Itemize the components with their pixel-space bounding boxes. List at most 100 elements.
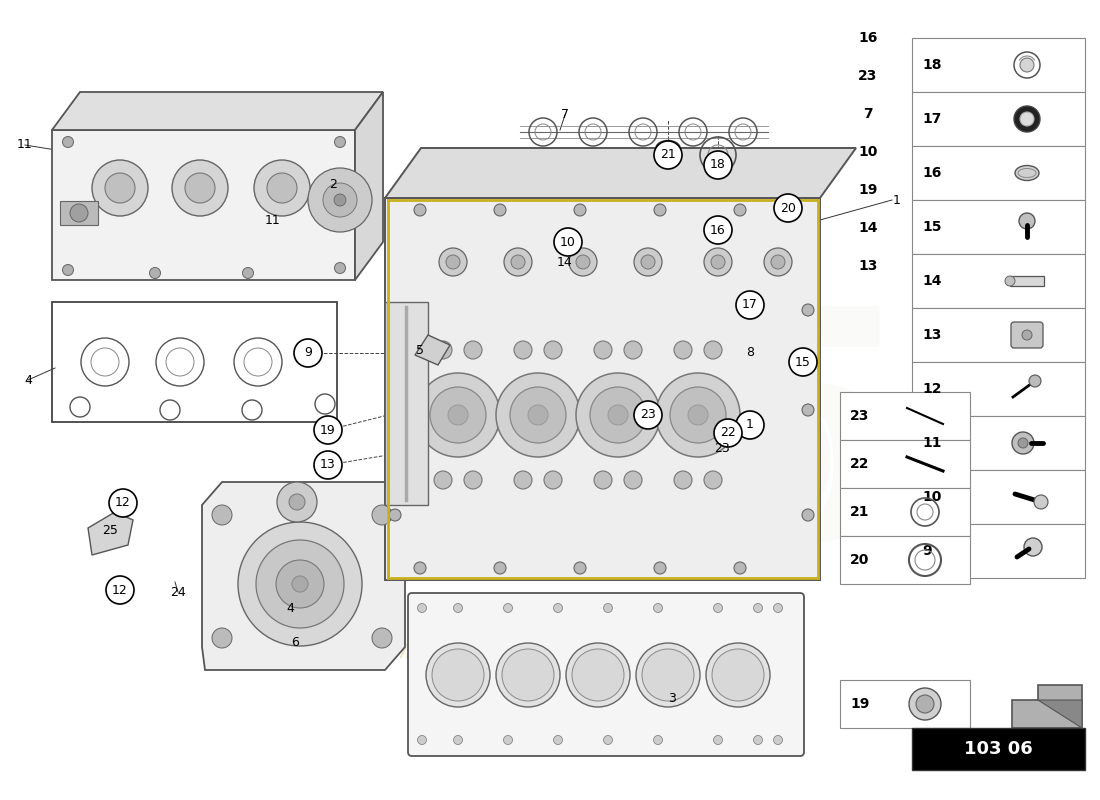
Circle shape [656,373,740,457]
Circle shape [1019,213,1035,229]
Circle shape [254,160,310,216]
Text: 21: 21 [850,505,869,519]
Circle shape [104,173,135,203]
Circle shape [314,451,342,479]
Circle shape [1028,375,1041,387]
Circle shape [642,649,694,701]
Text: 15: 15 [795,355,811,369]
Circle shape [504,603,513,613]
Circle shape [771,255,785,269]
Text: 24: 24 [170,586,186,598]
Circle shape [634,401,662,429]
Circle shape [514,471,532,489]
Circle shape [608,405,628,425]
Bar [912,362,1085,416]
Circle shape [653,603,662,613]
FancyBboxPatch shape [408,593,804,756]
Circle shape [909,688,940,720]
Circle shape [641,255,654,269]
Circle shape [292,576,308,592]
Circle shape [289,494,305,510]
Text: 1: 1 [893,194,901,206]
Circle shape [574,204,586,216]
Circle shape [654,204,666,216]
Text: 9: 9 [922,544,932,558]
Circle shape [426,643,490,707]
Circle shape [704,341,722,359]
Text: 11: 11 [18,138,33,151]
Circle shape [416,373,500,457]
Circle shape [212,628,232,648]
Circle shape [674,341,692,359]
Polygon shape [52,130,355,280]
Text: 23: 23 [640,409,656,422]
Circle shape [453,603,462,613]
Text: 11: 11 [265,214,280,226]
Circle shape [528,405,548,425]
Text: 23: 23 [858,69,878,83]
Circle shape [185,173,214,203]
Text: 17: 17 [922,112,942,126]
Circle shape [802,404,814,416]
Circle shape [544,471,562,489]
Circle shape [544,341,562,359]
Polygon shape [385,148,856,198]
Text: 10: 10 [858,145,878,159]
Bar [912,200,1085,254]
Text: 25: 25 [102,523,118,537]
Circle shape [653,735,662,745]
Text: 22: 22 [720,426,736,439]
Text: 1: 1 [746,418,754,431]
Circle shape [704,151,732,179]
Polygon shape [385,198,820,580]
Circle shape [150,267,161,278]
Circle shape [1022,330,1032,340]
Circle shape [574,562,586,574]
Circle shape [774,194,802,222]
Circle shape [389,509,402,521]
Bar [840,536,970,584]
Polygon shape [415,335,450,365]
Circle shape [566,643,630,707]
Circle shape [734,204,746,216]
Circle shape [238,522,362,646]
Circle shape [414,204,426,216]
Circle shape [70,204,88,222]
Text: a passion for: a passion for [328,624,472,680]
Circle shape [802,304,814,316]
Circle shape [553,603,562,613]
Circle shape [1020,58,1034,72]
Text: 14: 14 [557,257,573,270]
Circle shape [674,471,692,489]
Circle shape [212,505,232,525]
Circle shape [624,341,642,359]
Circle shape [688,405,708,425]
Text: 18: 18 [711,158,726,171]
Text: 20: 20 [850,553,869,567]
Text: 4: 4 [24,374,32,386]
Circle shape [714,419,742,447]
Circle shape [734,562,746,574]
Text: 19: 19 [850,697,869,711]
Circle shape [594,341,612,359]
Circle shape [773,603,782,613]
Circle shape [711,255,725,269]
Circle shape [434,341,452,359]
Circle shape [389,304,402,316]
Text: 13: 13 [858,259,878,273]
Text: 17: 17 [742,298,758,311]
Circle shape [294,339,322,367]
Text: 19: 19 [320,423,336,437]
Text: 15: 15 [922,220,942,234]
Bar [912,92,1085,146]
Text: 10: 10 [922,490,942,504]
Text: 7: 7 [864,107,872,121]
Circle shape [576,373,660,457]
Circle shape [439,248,468,276]
Circle shape [576,255,590,269]
Circle shape [323,183,358,217]
Text: 7: 7 [561,109,569,122]
Circle shape [276,560,324,608]
Polygon shape [88,512,133,555]
Circle shape [704,216,732,244]
